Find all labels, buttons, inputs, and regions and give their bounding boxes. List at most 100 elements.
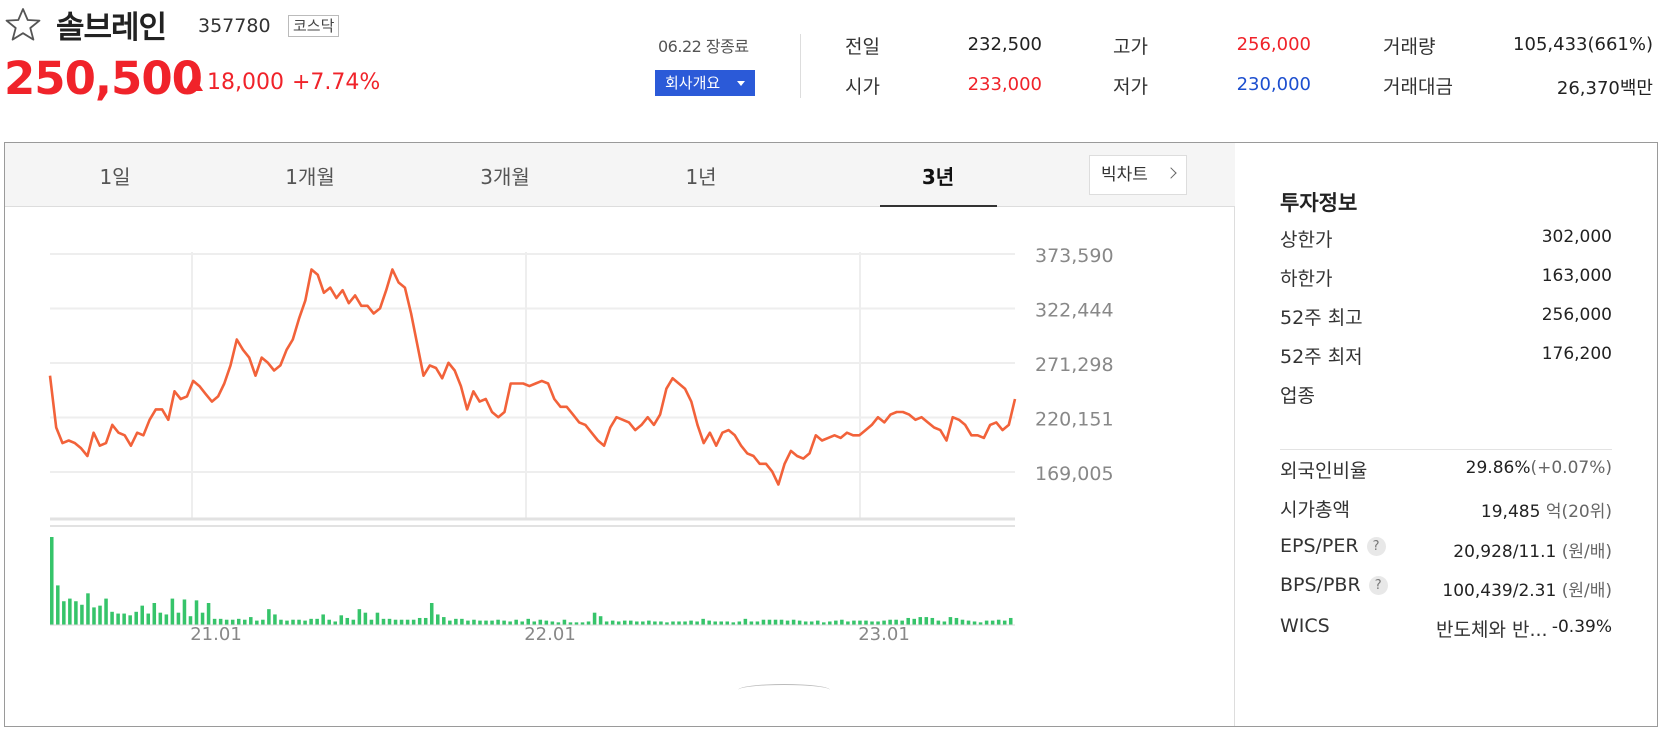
low-value: 230,000: [1236, 74, 1311, 95]
price-chart[interactable]: 373,590 322,444 271,298 220,151 169,005 21.01…: [5, 207, 1235, 725]
tab-3years[interactable]: 3년: [921, 165, 955, 189]
volume-bar: [598, 616, 603, 625]
x-tick-label: 23.01: [858, 624, 910, 645]
prev-close-label: 전일: [845, 36, 880, 58]
stock-code: 357780: [198, 15, 271, 37]
volume-bar: [1008, 617, 1013, 625]
bigchart-button[interactable]: 빅차트: [1089, 155, 1187, 195]
volume-bar: [405, 619, 410, 625]
trade-amount-unit: 백만: [1619, 78, 1653, 99]
tab-1day[interactable]: 1일: [99, 165, 131, 189]
x-tick-label: 21.01: [190, 624, 242, 645]
volume-bar: [62, 601, 66, 625]
volume-bar: [490, 620, 494, 625]
volume-bar: [641, 621, 645, 625]
volume-bar: [188, 616, 193, 625]
volume-bar: [164, 614, 169, 625]
volume-bar: [689, 620, 693, 625]
volume-bar: [761, 619, 766, 625]
volume-bar: [152, 603, 157, 625]
stock-name: 솔브레인: [56, 10, 167, 46]
volume-bar: [351, 619, 356, 625]
chart-container: 1일 1개월 3개월 1년 3년 빅차트 373,590 322,444 271,2…: [4, 142, 1658, 727]
volume-bar: [309, 618, 313, 625]
company-overview-button[interactable]: 회사개요: [655, 70, 755, 96]
bps-pbr-unit: (원/배): [1561, 581, 1612, 601]
volume-bar: [846, 621, 850, 625]
tab-1month[interactable]: 1개월: [285, 165, 335, 189]
current-price: 250,500: [4, 52, 203, 105]
volume-bar: [586, 621, 591, 625]
open-label: 시가: [845, 76, 880, 98]
help-icon[interactable]: ?: [1368, 576, 1388, 595]
volume-bar: [345, 617, 350, 625]
market-cap-number: 19,485: [1480, 502, 1541, 522]
volume-bar: [797, 620, 802, 625]
volume-bar: [888, 619, 892, 625]
volume-bar: [140, 605, 144, 625]
help-icon[interactable]: ?: [1366, 537, 1386, 556]
volume-bar: [755, 621, 760, 625]
volume-bar: [224, 619, 229, 625]
volume-bar: [496, 619, 500, 625]
eps-per-unit: (원/배): [1561, 542, 1612, 562]
star-icon[interactable]: [4, 6, 42, 44]
volume-bar: [876, 621, 880, 625]
volume-bar: [671, 621, 675, 625]
volume-bar: [321, 614, 325, 625]
bps-pbr-value: 100,439/2.31 (원/배): [1442, 576, 1612, 601]
volume-bar: [472, 619, 476, 625]
volume-bar: [743, 618, 748, 625]
volume-bar: [864, 620, 868, 625]
volume-bar: [701, 618, 705, 625]
bps-pbr-number: 100,439/2.31: [1442, 581, 1557, 601]
wics-industry-link[interactable]: 반도체와 반...: [1436, 619, 1548, 641]
volume-bar: [92, 607, 96, 625]
volume-bar: [972, 621, 977, 625]
volume-bar: [629, 620, 633, 625]
chart-area: 1일 1개월 3개월 1년 3년 빅차트 373,590 322,444 271,2…: [5, 143, 1235, 726]
eps-per-label: EPS/PER?: [1280, 535, 1386, 557]
trade-amount-value: 26,370백만: [1500, 74, 1653, 100]
volume-bar: [110, 611, 114, 625]
up-arrow-icon: [185, 76, 203, 91]
x-tick-label: 22.01: [524, 624, 576, 645]
chevron-right-icon: [1165, 167, 1177, 179]
volume-bar: [399, 619, 404, 625]
market-cap-unit: 억: [1545, 502, 1562, 522]
volume-bar: [647, 620, 651, 625]
bps-pbr-label: BPS/PBR?: [1280, 574, 1388, 596]
volume-label: 거래량: [1383, 36, 1436, 58]
volume-bar: [707, 620, 711, 625]
volume-bar: [484, 620, 488, 625]
scroll-hint: [738, 684, 830, 696]
volume-bar: [791, 619, 796, 625]
volume-bar: [68, 598, 72, 625]
tab-3months[interactable]: 3개월: [480, 165, 530, 189]
volume-bar: [936, 620, 941, 625]
volume-bar: [279, 619, 283, 625]
volume-bar: [230, 619, 235, 625]
volume-bar: [508, 621, 512, 625]
upper-limit-value: 302,000: [1541, 227, 1612, 247]
volume-bar: [785, 620, 790, 625]
volume-bar: [737, 621, 742, 625]
market-cap-rank: (20위): [1561, 502, 1612, 522]
foreign-ratio-value: 29.86%(+0.07%): [1466, 458, 1612, 478]
volume-bar: [912, 618, 916, 625]
bigchart-label: 빅차트: [1101, 165, 1148, 185]
lower-limit-label: 하한가: [1280, 268, 1333, 290]
volume-bar: [815, 620, 820, 625]
volume-bar: [454, 618, 458, 625]
price-line[interactable]: [48, 268, 1017, 486]
period-tab-bar: 1일 1개월 3개월 1년 3년 빅차트: [5, 143, 1235, 207]
volume-bar: [74, 601, 78, 625]
volume-bar: [194, 600, 199, 625]
tab-1year[interactable]: 1년: [685, 165, 717, 189]
volume-bar: [809, 621, 814, 625]
volume-bar: [610, 620, 615, 625]
volume-bar: [622, 620, 627, 625]
volume-bar: [978, 622, 983, 625]
volume-bar: [556, 622, 561, 625]
volume-bar: [924, 617, 929, 625]
